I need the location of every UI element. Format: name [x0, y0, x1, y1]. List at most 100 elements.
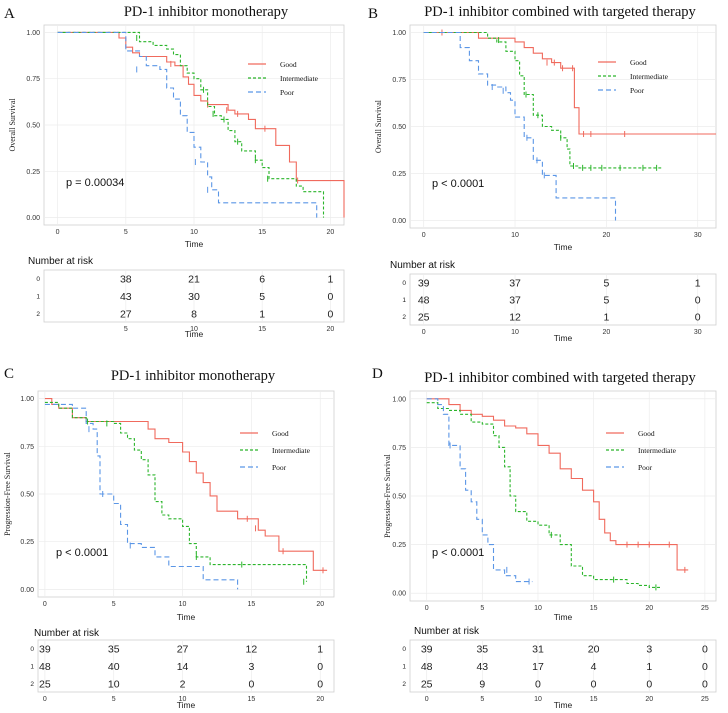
y-tick-label: 0.25: [26, 169, 40, 176]
survival-curve-intermediate: [57, 31, 325, 218]
risk-stratum-label: 2: [402, 681, 406, 688]
x-tick-label: 5: [124, 229, 128, 236]
risk-x-axis-label: Time: [554, 333, 573, 343]
risk-x-tick-label: 15: [247, 696, 255, 703]
p-value: p = 0.00034: [66, 177, 124, 189]
risk-count: 27: [177, 644, 189, 656]
panel-letter: A: [4, 6, 15, 22]
risk-count: 0: [646, 678, 652, 690]
risk-stratum-label: 0: [36, 276, 40, 283]
survival-curve-poor: [44, 403, 239, 590]
risk-count: 0: [702, 661, 708, 673]
risk-count: 17: [532, 661, 544, 673]
risk-x-axis-label: Time: [554, 700, 573, 710]
y-tick-label: 0.25: [392, 542, 406, 549]
risk-stratum-label: 1: [30, 664, 34, 671]
risk-stratum-label: 1: [402, 664, 406, 671]
y-axis-label: Progression-Free Survival: [383, 453, 392, 538]
x-tick-label: 15: [247, 601, 255, 608]
legend-label: Good: [638, 429, 655, 438]
risk-count: 48: [418, 295, 430, 307]
p-value: p < 0.0001: [432, 178, 484, 190]
y-tick-label: 0.00: [20, 587, 34, 594]
survival-curve-poor: [57, 31, 318, 218]
y-tick-label: 0.75: [26, 76, 40, 83]
y-axis-label: Overall Survival: [374, 99, 383, 153]
risk-x-tick-label: 0: [43, 696, 47, 703]
legend-label: Good: [272, 429, 289, 438]
survival-curve-poor: [426, 398, 533, 583]
risk-count: 6: [259, 274, 265, 286]
risk-count: 10: [108, 678, 120, 690]
y-tick-label: 0.50: [392, 124, 406, 131]
survival-curve-good: [426, 398, 689, 571]
y-tick-label: 1.00: [26, 30, 40, 37]
survival-curve-good: [423, 31, 716, 135]
risk-count: 31: [532, 644, 544, 656]
risk-x-tick-label: 15: [590, 696, 598, 703]
y-tick-label: 0.00: [392, 591, 406, 598]
legend-label: Good: [630, 58, 647, 67]
risk-count: 0: [695, 295, 701, 307]
risk-count: 8: [191, 308, 197, 320]
legend-label: Intermediate: [638, 446, 677, 455]
risk-count: 0: [317, 661, 323, 673]
risk-stratum-label: 2: [30, 681, 34, 688]
risk-count: 0: [702, 678, 708, 690]
panel-letter: D: [372, 366, 383, 382]
risk-count: 43: [120, 291, 132, 303]
panel-c: C PD-1 inhibitor monotherapy 0.00 0.25 0.50 0…: [3, 366, 335, 710]
risk-stratum-label: 1: [402, 297, 406, 304]
survival-curve-good: [57, 31, 345, 218]
x-tick-label: 10: [534, 605, 542, 612]
y-tick-label: 0.25: [392, 171, 406, 178]
x-tick-label: 20: [326, 229, 334, 236]
risk-count: 14: [177, 661, 189, 673]
risk-count: 39: [39, 644, 51, 656]
risk-count: 5: [259, 291, 265, 303]
y-axis-label: Progression-Free Survival: [3, 451, 12, 536]
x-tick-label: 25: [701, 605, 709, 612]
risk-table-title: Number at risk: [34, 628, 100, 639]
risk-count: 3: [248, 661, 254, 673]
risk-count: 35: [476, 644, 488, 656]
panel-letter: B: [368, 6, 378, 22]
risk-table-title: Number at risk: [414, 626, 480, 637]
risk-x-axis-label: Time: [177, 700, 196, 710]
risk-stratum-label: 0: [30, 646, 34, 653]
risk-table-area: [37, 639, 335, 693]
risk-x-tick-label: 10: [179, 696, 187, 703]
legend-label: Poor: [280, 88, 295, 97]
x-tick-label: 15: [590, 605, 598, 612]
x-tick-label: 0: [56, 229, 60, 236]
p-value: p < 0.0001: [432, 547, 484, 559]
legend-label: Poor: [272, 463, 287, 472]
panel-title: PD-1 inhibitor combined with targeted th…: [424, 370, 696, 386]
risk-stratum-label: 1: [36, 294, 40, 301]
x-tick-label: 15: [258, 229, 266, 236]
y-tick-label: 0.50: [26, 123, 40, 130]
risk-count: 0: [702, 644, 708, 656]
risk-table-title: Number at risk: [28, 256, 94, 267]
risk-x-tick-label: 10: [534, 696, 542, 703]
legend-label: Intermediate: [630, 72, 669, 81]
risk-x-tick-label: 10: [511, 329, 519, 336]
y-tick-label: 1.00: [392, 30, 406, 37]
risk-count: 0: [695, 312, 701, 324]
y-tick-label: 0.25: [20, 539, 34, 546]
risk-count: 0: [317, 678, 323, 690]
risk-x-tick-label: 30: [694, 329, 702, 336]
risk-count: 37: [509, 295, 521, 307]
risk-count: 30: [188, 291, 200, 303]
risk-count: 48: [39, 661, 51, 673]
x-axis-label: Time: [177, 612, 196, 622]
risk-count: 37: [509, 278, 521, 290]
x-tick-label: 10: [179, 601, 187, 608]
risk-count: 3: [646, 644, 652, 656]
x-tick-label: 5: [112, 601, 116, 608]
panel-title: PD-1 inhibitor monotherapy: [111, 368, 276, 384]
risk-count: 20: [588, 644, 600, 656]
y-tick-label: 0.75: [392, 445, 406, 452]
risk-count: 1: [259, 308, 265, 320]
risk-count: 0: [248, 678, 254, 690]
